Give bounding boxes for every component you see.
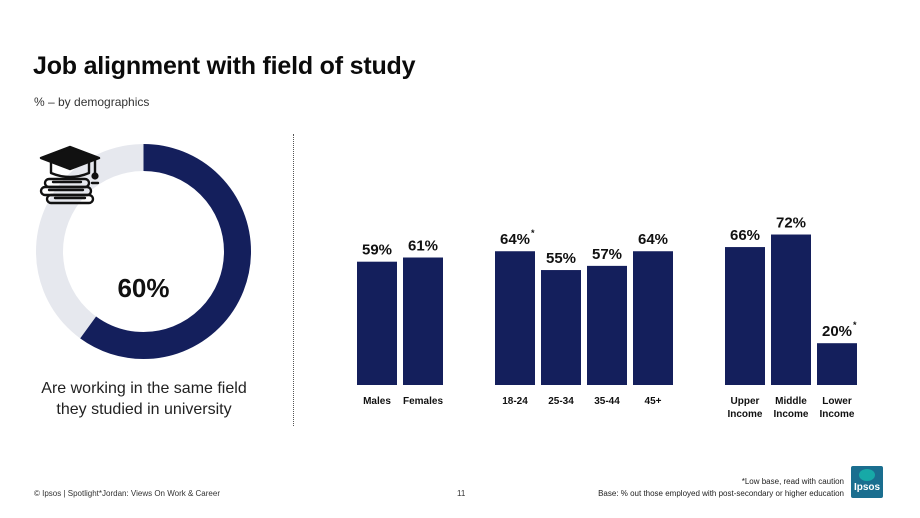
footnote-base: Base: % out those employed with post-sec… <box>598 489 844 498</box>
page-subtitle: % – by demographics <box>34 95 150 109</box>
category-label: Middle <box>775 396 807 407</box>
category-label: 35-44 <box>594 396 620 407</box>
data-label: 64% <box>500 231 530 248</box>
footer-source: © Ipsos | Spotlight*Jordan: Views On Wor… <box>34 489 220 498</box>
data-label: 59% <box>362 242 392 259</box>
logo-swoosh-icon <box>859 469 875 481</box>
data-label: 61% <box>408 238 438 255</box>
category-label: Males <box>363 396 391 407</box>
donut-caption-line2: they studied in university <box>56 401 232 418</box>
footnote: *Low base, read with caution Base: % out… <box>598 476 844 500</box>
bar-age-3 <box>633 251 673 385</box>
data-label: 20% <box>822 323 852 340</box>
logo-text: Ipsos <box>853 482 881 493</box>
low-base-marker: * <box>853 320 857 330</box>
donut-value: 60% <box>117 273 170 303</box>
ipsos-logo: Ipsos <box>851 466 883 498</box>
donut-chart: 60% <box>35 143 252 360</box>
category-label: Upper <box>731 396 760 407</box>
donut-caption-line1: Are working in the same field <box>41 380 247 397</box>
data-label: 72% <box>776 215 806 232</box>
bar-age-1 <box>541 270 581 385</box>
graduation-books-icon <box>39 145 101 205</box>
page-title: Job alignment with field of study <box>33 52 416 80</box>
low-base-marker: * <box>531 228 535 238</box>
bar-income-1 <box>771 234 811 385</box>
data-label: 55% <box>546 250 576 267</box>
bar-gender-1 <box>403 257 443 385</box>
footnote-low-base: *Low base, read with caution <box>741 477 844 486</box>
page-number: 11 <box>457 489 466 498</box>
bar-gender-0 <box>357 261 397 385</box>
category-label: Females <box>403 396 443 407</box>
donut-ring <box>36 144 251 359</box>
bar-age-2 <box>587 265 627 385</box>
category-label: 18-24 <box>502 396 528 407</box>
category-label: Income <box>819 409 854 420</box>
category-label: Lower <box>822 396 852 407</box>
category-label: Income <box>727 409 762 420</box>
data-label: 66% <box>730 227 760 244</box>
category-label: 25-34 <box>548 396 574 407</box>
data-label: 64% <box>638 231 668 248</box>
donut-value-arc <box>36 144 251 359</box>
bar-income-2 <box>817 343 857 385</box>
section-divider <box>293 134 294 426</box>
data-label: 57% <box>592 246 622 263</box>
category-label: Income <box>773 409 808 420</box>
bar-age-0 <box>495 251 535 385</box>
donut-caption: Are working in the same field they studi… <box>20 378 268 420</box>
bar-income-0 <box>725 247 765 385</box>
category-label: 45+ <box>645 396 662 407</box>
